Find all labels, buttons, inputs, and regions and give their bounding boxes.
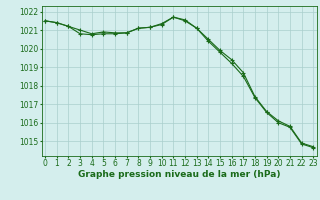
X-axis label: Graphe pression niveau de la mer (hPa): Graphe pression niveau de la mer (hPa) <box>78 170 280 179</box>
